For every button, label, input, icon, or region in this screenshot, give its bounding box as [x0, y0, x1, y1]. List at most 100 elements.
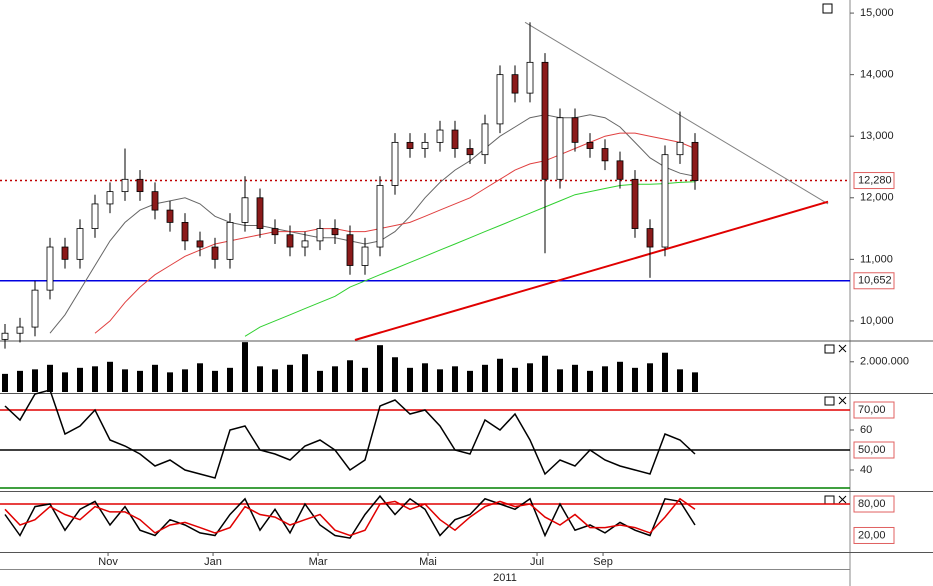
- candle-body: [646, 228, 654, 248]
- volume-bar: [572, 364, 579, 392]
- candle-body: [211, 246, 219, 260]
- candle-body: [166, 209, 174, 223]
- candle-body: [1, 332, 9, 340]
- x-tick-label: Nov: [98, 556, 118, 568]
- value-label: 20,00: [858, 529, 886, 541]
- volume-bar: [437, 369, 443, 392]
- y-tick-label: 12,000: [860, 192, 894, 204]
- candle-body: [256, 197, 264, 229]
- candle-body: [31, 289, 39, 328]
- value-box: [853, 272, 895, 290]
- candle-body: [61, 246, 69, 260]
- candle-body: [661, 154, 669, 248]
- close-icon[interactable]: [838, 495, 847, 504]
- volume-bar: [166, 372, 173, 392]
- volume-bar: [361, 367, 368, 392]
- volume-bar: [196, 363, 203, 392]
- x-tick-label: Mar: [309, 556, 328, 568]
- volume-bar: [181, 369, 188, 392]
- volume-bar: [226, 367, 233, 392]
- volume-bar: [91, 366, 98, 392]
- y-tick-label: 15,000: [860, 7, 894, 19]
- volume-bar: [136, 370, 143, 392]
- y-tick-label: 14,000: [860, 69, 894, 81]
- panel-controls: [824, 344, 847, 505]
- value-box: [853, 526, 895, 544]
- candle-body: [421, 141, 429, 149]
- candle-body: [616, 160, 624, 180]
- candle-body: [376, 185, 384, 248]
- volume-bar: [301, 354, 308, 392]
- volume-bar: [376, 345, 383, 392]
- close-icon[interactable]: [838, 396, 847, 405]
- volume-bar: [286, 364, 293, 392]
- volume-bar: [346, 360, 353, 392]
- candle-body: [541, 61, 549, 180]
- volume-bar: [331, 366, 338, 392]
- x-tick-label: Sep: [593, 556, 613, 568]
- volume-bar: [422, 363, 428, 392]
- value-label: 80,00: [858, 498, 886, 510]
- candle-body: [556, 117, 564, 180]
- candle-body: [91, 203, 99, 229]
- candle-body: [301, 240, 309, 248]
- candle-body: [391, 141, 399, 186]
- trend-line: [524, 21, 829, 205]
- x-tick-label: Jan: [204, 556, 222, 568]
- volume-bar: [632, 367, 639, 392]
- y-tick-label: 60: [860, 424, 872, 436]
- candle-body: [121, 178, 129, 193]
- close-icon[interactable]: [838, 344, 847, 353]
- volume-bar: [482, 364, 489, 392]
- volume-bar: [271, 369, 278, 392]
- candle-body: [181, 222, 189, 242]
- candle-body: [16, 326, 24, 334]
- volume-bar: [151, 364, 158, 392]
- volume-bar: [1, 373, 8, 392]
- value-box: [853, 441, 895, 459]
- candle-body: [451, 129, 459, 149]
- volume-bar: [512, 367, 519, 392]
- indicator-line: [4, 497, 696, 537]
- volume-bar: [692, 372, 699, 392]
- maximize-icon[interactable]: [822, 3, 833, 14]
- candle-body: [586, 141, 594, 149]
- volume-bar: [467, 370, 474, 392]
- candle-body: [196, 240, 204, 248]
- volume-bar: [677, 369, 684, 392]
- candle-body: [436, 129, 444, 143]
- volume-bar: [527, 363, 534, 392]
- value-box: [853, 401, 895, 419]
- volume-bar: [16, 370, 23, 392]
- value-label: 10,652: [858, 275, 892, 287]
- volume-bar: [602, 366, 609, 392]
- volume-bar: [76, 367, 83, 392]
- volume-bar: [497, 358, 504, 392]
- y-tick-label: 10,000: [860, 315, 894, 327]
- candle-body: [241, 197, 249, 223]
- candle-body: [286, 234, 294, 248]
- volume-bar: [211, 370, 218, 392]
- candle-body: [361, 246, 369, 266]
- volume-bar: [542, 355, 549, 392]
- candle-body: [481, 123, 489, 156]
- volume-bar: [31, 369, 38, 392]
- candle-body: [316, 228, 324, 242]
- candle-body: [571, 117, 579, 143]
- volume-bar: [316, 370, 323, 392]
- value-box: [853, 495, 895, 513]
- y-tick-label: 11,000: [860, 253, 893, 265]
- indicator-line: [4, 389, 696, 479]
- candle-body: [691, 141, 699, 181]
- x-axis-label: 2011: [493, 572, 517, 584]
- indicator-line: [4, 494, 696, 539]
- maximize-icon[interactable]: [824, 344, 835, 354]
- volume-bar: [46, 364, 53, 392]
- value-label: 50,00: [858, 444, 886, 456]
- candle-body: [331, 228, 339, 236]
- y-tick-label: 40: [860, 464, 872, 476]
- maximize-icon[interactable]: [824, 396, 835, 406]
- value-label: 12,280: [858, 174, 892, 186]
